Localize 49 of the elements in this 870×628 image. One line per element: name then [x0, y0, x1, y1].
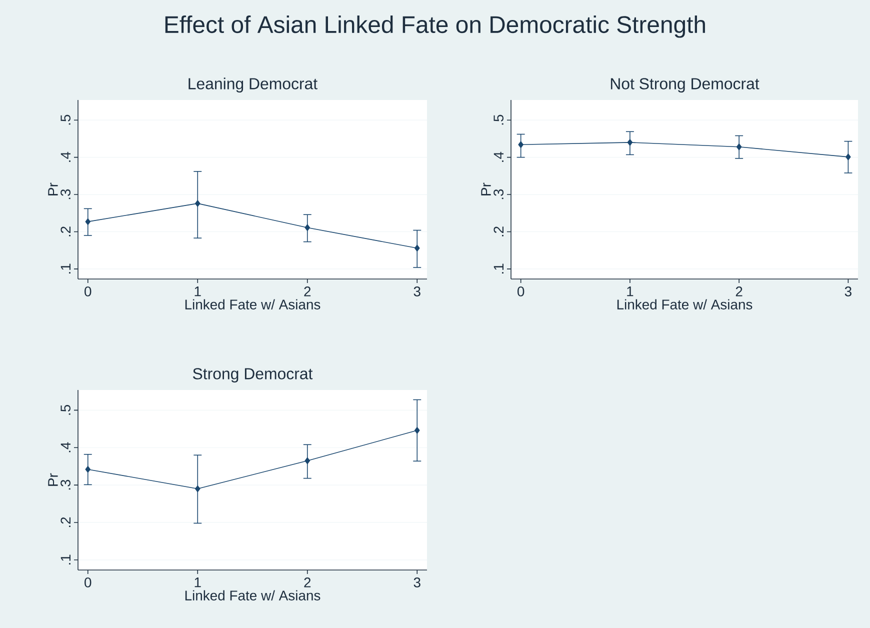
x-tick-label: 0 [517, 286, 524, 296]
x-axis-title: Linked Fate w/ Asians [617, 299, 752, 310]
point [304, 457, 310, 464]
x-tick-label: 3 [414, 578, 420, 588]
x-tick-label: 1 [194, 286, 201, 296]
point [518, 141, 524, 148]
point [414, 427, 420, 434]
point [846, 154, 851, 160]
point [414, 244, 420, 252]
point [304, 224, 310, 232]
x-tick-label: 0 [84, 578, 92, 588]
point [627, 139, 633, 146]
chart-title: Strong Democrat [192, 368, 313, 383]
x-tick-label: 1 [627, 286, 634, 296]
y-tick-label: .5 [60, 114, 70, 125]
y-tick-label: .2 [60, 517, 70, 528]
point [194, 200, 200, 207]
x-tick-label: 3 [414, 286, 420, 296]
point [736, 143, 742, 150]
x-tick-label: 3 [844, 286, 852, 296]
chart-title: Not Strong Democrat [610, 78, 760, 92]
chart-title: Effect of Asian Linked Fate on Democratic Strength [165, 16, 705, 38]
y-tick-label: .5 [494, 114, 504, 125]
y-axis-title: Pr [48, 473, 58, 486]
y-tick-label: .3 [60, 480, 70, 490]
chart-subtitle: Leaning Democrat [188, 78, 318, 92]
y-axis-title: Pr [481, 182, 491, 196]
y-tick-label: .4 [494, 152, 504, 162]
y-tick-label: .1 [60, 554, 70, 564]
y-tick-label: .3 [60, 189, 70, 200]
y-tick-label: .3 [494, 189, 504, 200]
y-tick-label: .5 [60, 404, 70, 415]
y-tick-label: .1 [494, 264, 504, 274]
y-tick-label: .2 [494, 226, 504, 236]
x-axis-title: Linked Fate w/ Asians [185, 590, 320, 600]
point [85, 466, 91, 473]
x-axis-title: Linked Fate w/ Asians [185, 299, 320, 310]
x-tick-label: 1 [194, 578, 201, 588]
point [85, 218, 91, 226]
y-tick-label: .4 [60, 442, 70, 452]
y-tick-label: .2 [60, 226, 70, 236]
y-axis-title: Pr [48, 182, 58, 196]
point [194, 485, 200, 492]
y-tick-label: .1 [60, 264, 70, 274]
x-tick-label: 2 [304, 578, 311, 588]
x-tick-label: 0 [84, 286, 92, 296]
y-tick-label: .4 [60, 152, 70, 162]
x-tick-label: 2 [304, 286, 311, 296]
x-tick-label: 2 [736, 286, 742, 296]
